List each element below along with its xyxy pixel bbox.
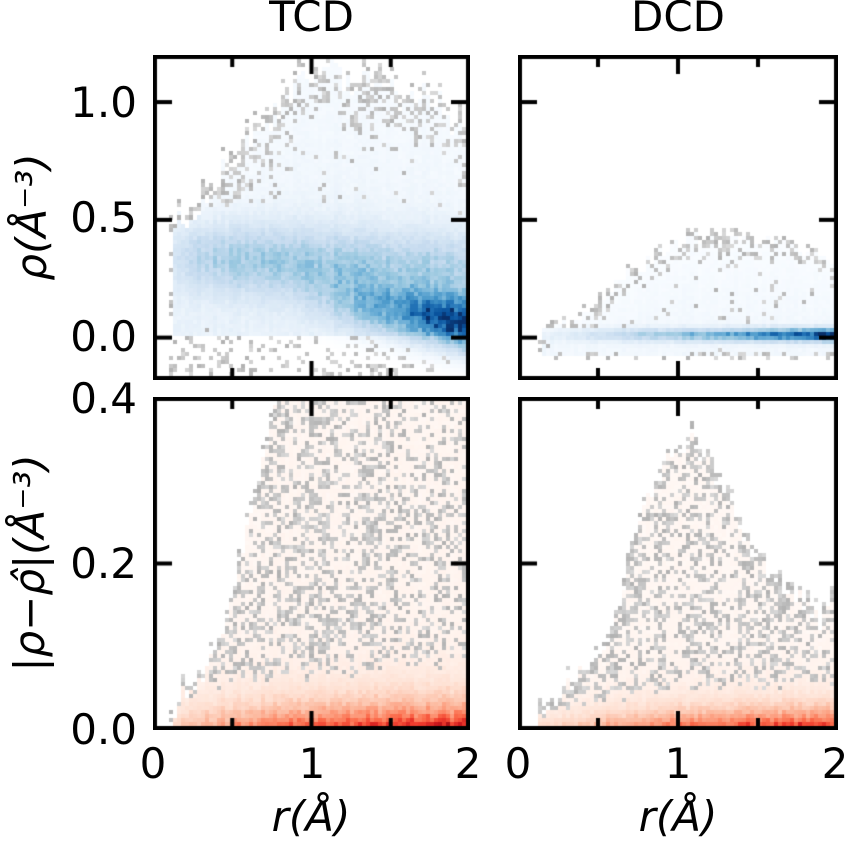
heatmap-panel-tcd-error [153, 397, 470, 730]
heatmap-panel-tcd-density [153, 55, 470, 380]
x-tick-label: 2 [821, 739, 846, 788]
x-axis-label-left: r(Å) [271, 792, 351, 841]
y-tick-label: 0.2 [70, 539, 137, 588]
column-title-dcd: DCD [630, 0, 725, 41]
y-tick-label: 0.5 [70, 193, 137, 242]
x-tick-label: 2 [454, 739, 482, 788]
x-axis-label-right: r(Å) [638, 792, 718, 841]
y-tick-label: 1.0 [70, 78, 137, 127]
x-tick-label: 1 [298, 739, 326, 788]
x-tick-label: 1 [664, 739, 692, 788]
y-tick-label: 0.4 [70, 374, 137, 423]
column-title-tcd: TCD [269, 0, 354, 41]
x-tick-label: 0 [139, 739, 167, 788]
y-tick-label: 0.0 [70, 705, 137, 754]
x-tick-label: 0 [504, 739, 532, 788]
heatmap-panel-dcd-error [518, 397, 838, 730]
y-tick-label: 0.0 [70, 312, 137, 361]
heatmap-panel-dcd-density [518, 55, 838, 380]
